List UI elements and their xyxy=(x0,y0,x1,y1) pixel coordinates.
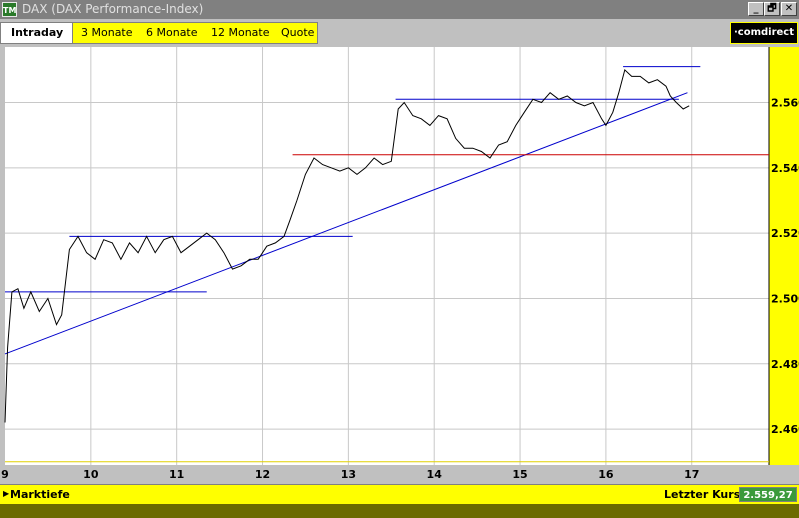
x-tick-label: 14 xyxy=(427,468,443,481)
restore-icon[interactable]: 🗗 xyxy=(764,2,780,16)
x-tick-label: 13 xyxy=(341,468,356,481)
last-price-label: Letzter Kurs xyxy=(664,488,741,501)
y-axis-panel xyxy=(769,47,799,465)
y-tick-label: 2.540 xyxy=(771,162,799,175)
bottom-strip xyxy=(0,504,799,518)
status-bar: ▶ Marktiefe Letzter Kurs 2.559,27 xyxy=(0,484,799,504)
x-tick-label: 10 xyxy=(83,468,99,481)
minimize-icon[interactable]: _ xyxy=(748,2,764,16)
comdirect-logo: ·comdirect xyxy=(730,22,798,44)
price-series-line xyxy=(4,68,690,423)
expand-arrow-icon[interactable]: ▶ xyxy=(3,489,10,498)
y-tick-label: 2.520 xyxy=(771,227,799,240)
period-tabs: Intraday 3 Monate 6 Monate 12 Monate Quo… xyxy=(0,22,318,44)
reference-line xyxy=(4,92,688,355)
tab-quote[interactable]: Quote xyxy=(281,26,315,39)
title-bar: TM DAX (DAX Performance-Index) _ 🗗 ✕ xyxy=(0,0,799,19)
y-tick-label: 2.560 xyxy=(771,97,799,110)
x-axis-panel xyxy=(0,465,799,483)
close-icon[interactable]: ✕ xyxy=(781,2,797,16)
app-icon: TM xyxy=(2,2,17,17)
markttiefe-link[interactable]: Marktiefe xyxy=(10,488,70,501)
y-tick-label: 2.480 xyxy=(771,358,799,371)
y-tick-label: 2.460 xyxy=(771,423,799,436)
tab-3-monate[interactable]: 3 Monate xyxy=(81,26,133,39)
x-tick-label: 16 xyxy=(598,468,614,481)
tab-12-monate[interactable]: 12 Monate xyxy=(211,26,270,39)
x-tick-label: 9 xyxy=(1,468,9,481)
intraday-chart: 2.460 2.480 2.500 2.520 2.540 2.560 9 10 11 12 13… xyxy=(0,47,799,483)
tab-bar: Intraday 3 Monate 6 Monate 12 Monate Quo… xyxy=(0,19,799,47)
x-tick-label: 11 xyxy=(169,468,184,481)
tab-intraday[interactable]: Intraday xyxy=(1,23,73,43)
x-tick-label: 12 xyxy=(255,468,270,481)
chart-area: 2.460 2.480 2.500 2.520 2.540 2.560 9 10 11 12 13… xyxy=(0,47,799,483)
x-tick-label: 17 xyxy=(684,468,699,481)
x-tick-label: 15 xyxy=(512,468,527,481)
tab-6-monate[interactable]: 6 Monate xyxy=(146,26,198,39)
last-price-value: 2.559,27 xyxy=(739,487,797,502)
plot-background xyxy=(5,47,769,465)
y-tick-label: 2.500 xyxy=(771,292,799,305)
window-title: DAX (DAX Performance-Index) xyxy=(22,2,204,16)
